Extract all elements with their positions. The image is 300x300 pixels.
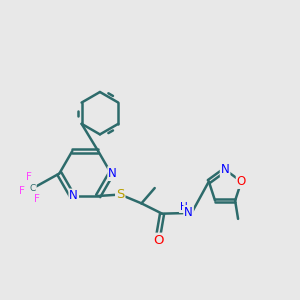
Text: H: H [180, 202, 188, 212]
Text: N: N [69, 190, 78, 202]
Text: O: O [153, 234, 164, 247]
Text: F: F [26, 172, 32, 182]
Text: O: O [237, 175, 246, 188]
Text: C: C [30, 184, 36, 193]
Text: N: N [108, 167, 117, 180]
Text: N: N [184, 206, 193, 219]
Text: N: N [221, 163, 230, 176]
Text: F: F [19, 186, 25, 196]
Text: F: F [34, 194, 40, 205]
Text: S: S [116, 188, 124, 201]
